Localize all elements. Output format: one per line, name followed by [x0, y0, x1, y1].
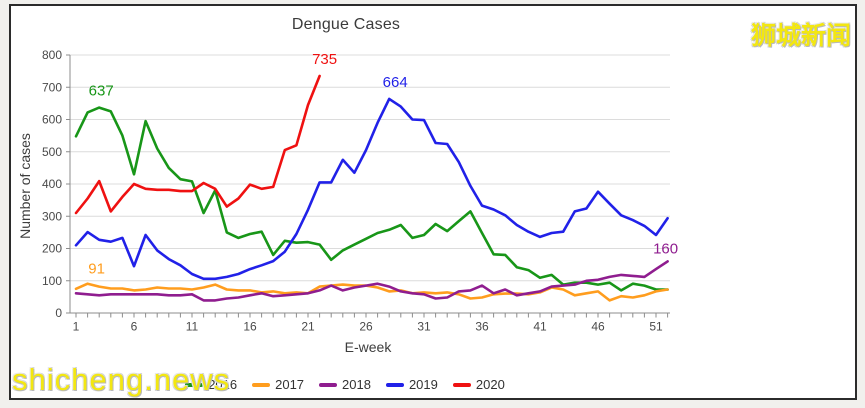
y-axis-title: Number of cases [17, 133, 33, 239]
legend-label: 2018 [342, 377, 371, 392]
series-line-2017 [74, 282, 669, 302]
watermark-site-name-chinese: 狮城新闻 [750, 22, 851, 50]
chart-legend: 2016 2017 2018 2019 2020 [0, 377, 690, 392]
y-tick-label: 100 [42, 274, 62, 288]
y-tick-label: 400 [42, 177, 62, 191]
y-tick-label: 0 [55, 306, 62, 320]
x-tick-label: 1 [73, 320, 80, 334]
x-tick-label: 31 [417, 320, 431, 334]
legend-dash-2020 [452, 382, 471, 387]
y-tick-label: 300 [42, 209, 62, 223]
chart-title: Dengue Cases [291, 16, 401, 33]
watermark-site-url: shicheng.news [12, 362, 231, 397]
y-tick-label: 500 [42, 145, 62, 159]
x-tick-label: 41 [533, 320, 547, 334]
legend-item-2018: 2018 [319, 377, 371, 392]
legend-item-2017: 2017 [252, 377, 304, 392]
series-line-2019 [74, 97, 669, 281]
y-tick-label: 200 [42, 242, 62, 256]
legend-dash-2018 [319, 382, 338, 387]
series-line-2016 [74, 106, 669, 292]
x-tick-label: 21 [301, 320, 315, 334]
x-axis-title: E-week [344, 339, 392, 355]
annotation-2018: 160 [653, 240, 678, 257]
legend-label: 2017 [275, 377, 305, 392]
annotation-2019: 664 [383, 74, 408, 91]
legend-item-2016: 2016 [185, 377, 237, 392]
y-tick-label: 800 [42, 48, 62, 62]
legend-dash-2017 [252, 382, 271, 387]
legend-dash-2016 [185, 382, 204, 387]
y-tick-label: 700 [42, 80, 62, 94]
x-tick-label: 46 [591, 320, 605, 334]
series-line-2020 [74, 74, 321, 215]
x-tick-label: 26 [359, 320, 373, 334]
x-tick-label: 6 [131, 320, 138, 334]
x-tick-label: 36 [475, 320, 489, 334]
x-tick-label: 11 [186, 320, 199, 334]
legend-item-2020: 2020 [452, 377, 505, 392]
x-tick-label: 16 [243, 320, 257, 334]
x-tick-label: 51 [649, 320, 663, 334]
legend-item-2019: 2019 [385, 377, 438, 392]
chart-card [9, 4, 857, 400]
annotation-2020: 735 [312, 51, 337, 68]
annotation-2016: 637 [89, 83, 114, 100]
legend-dash-2019 [385, 382, 404, 387]
legend-label: 2016 [208, 377, 238, 392]
y-tick-label: 600 [42, 113, 62, 127]
legend-label: 2020 [475, 377, 505, 392]
legend-label: 2019 [408, 377, 438, 392]
annotation-2017: 91 [88, 261, 105, 278]
series-line-2018 [74, 260, 669, 302]
